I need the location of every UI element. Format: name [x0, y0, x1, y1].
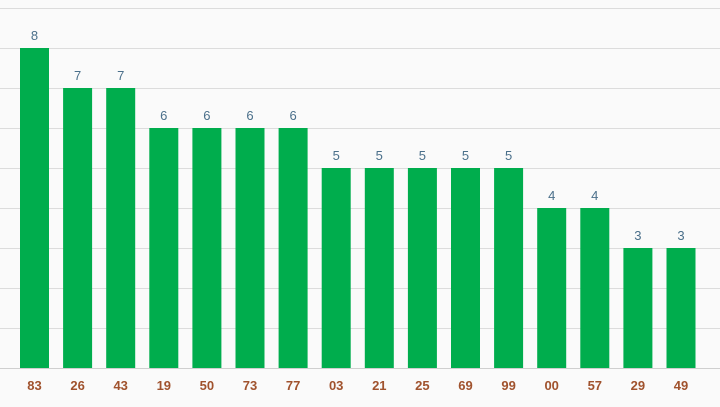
value-label-43: 7 [117, 68, 124, 83]
bar-29 [623, 248, 653, 368]
x-tick-label-73: 73 [243, 378, 257, 393]
value-label-69: 5 [462, 148, 469, 163]
bar-43 [106, 88, 136, 368]
x-tick-label-83: 83 [27, 378, 41, 393]
bar-19 [149, 128, 179, 368]
bar-69 [451, 168, 480, 368]
x-tick-label-26: 26 [70, 378, 84, 393]
x-tick-labels: 83 26 43 19 50 73 77 03 21 25 69 99 00 57 29 49 [27, 378, 688, 393]
value-label-49: 3 [677, 228, 684, 243]
value-label-21: 5 [376, 148, 383, 163]
x-tick-label-29: 29 [631, 378, 645, 393]
value-label-83: 8 [31, 28, 38, 43]
bar-83 [20, 48, 49, 368]
bar-49 [666, 248, 696, 368]
x-tick-label-03: 03 [329, 378, 343, 393]
value-label-50: 6 [203, 108, 210, 123]
bar-99 [494, 168, 524, 368]
x-tick-label-00: 00 [544, 378, 558, 393]
x-tick-label-25: 25 [415, 378, 429, 393]
bar-03 [321, 168, 351, 368]
value-labels: 8 7 7 6 6 6 6 5 5 5 5 5 4 4 3 3 [31, 28, 685, 243]
value-label-99: 5 [505, 148, 512, 163]
value-label-25: 5 [419, 148, 426, 163]
value-label-19: 6 [160, 108, 167, 123]
x-tick-label-19: 19 [157, 378, 171, 393]
x-tick-label-77: 77 [286, 378, 300, 393]
value-label-26: 7 [74, 68, 81, 83]
x-tick-label-57: 57 [588, 378, 602, 393]
value-label-03: 5 [333, 148, 340, 163]
bar-26 [63, 88, 93, 368]
bar-21 [364, 168, 394, 368]
x-tick-label-43: 43 [113, 378, 127, 393]
value-label-57: 4 [591, 188, 598, 203]
value-label-77: 6 [289, 108, 296, 123]
value-label-00: 4 [548, 188, 555, 203]
value-label-73: 6 [246, 108, 253, 123]
x-tick-label-99: 99 [501, 378, 515, 393]
x-tick-label-50: 50 [200, 378, 214, 393]
bars [20, 48, 696, 368]
value-label-29: 3 [634, 228, 641, 243]
x-tick-label-49: 49 [674, 378, 688, 393]
bar-00 [537, 208, 567, 368]
bar-25 [407, 168, 437, 368]
bar-77 [278, 128, 308, 368]
bar-57 [580, 208, 610, 368]
x-tick-label-21: 21 [372, 378, 386, 393]
bar-73 [235, 128, 265, 368]
bar-50 [192, 128, 222, 368]
x-tick-label-69: 69 [458, 378, 472, 393]
